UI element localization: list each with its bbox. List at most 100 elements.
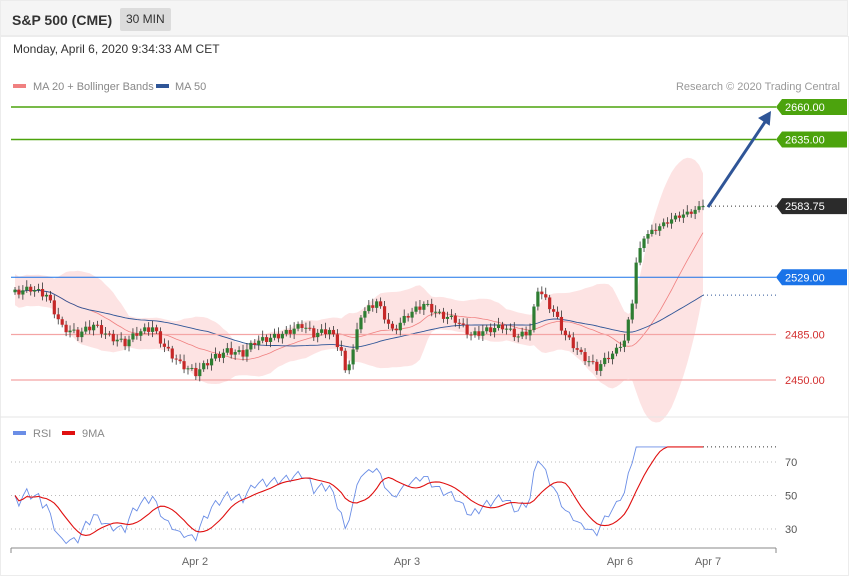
candle-down <box>166 346 170 349</box>
candle-down <box>371 305 375 308</box>
candle-up <box>642 238 646 249</box>
ma50-line <box>14 289 704 348</box>
candle-up <box>402 315 406 323</box>
candle-down <box>323 329 328 335</box>
candle-down <box>56 314 60 320</box>
ma20-legend-swatch <box>13 84 26 88</box>
candle-up <box>119 338 123 340</box>
candle-up <box>638 248 642 263</box>
candle-down <box>540 291 544 295</box>
candle-down <box>158 331 163 344</box>
candle-up <box>221 352 225 358</box>
candle-down <box>253 342 257 345</box>
candle-up <box>646 234 650 239</box>
candle-down <box>555 311 560 317</box>
candle-up <box>410 311 414 318</box>
candle-up <box>186 368 190 370</box>
candle-down <box>567 335 571 338</box>
x-tick-label: Apr 2 <box>182 556 208 568</box>
candle-up <box>36 289 41 290</box>
candle-up <box>622 340 626 347</box>
candles-layer <box>13 199 705 382</box>
candle-down <box>241 350 245 357</box>
candle-down <box>677 215 682 218</box>
candle-up <box>127 339 131 347</box>
candle-up <box>528 329 532 336</box>
candle-up <box>532 306 536 330</box>
interval-badge[interactable]: 30 MIN <box>120 8 171 31</box>
candle-up <box>516 336 520 338</box>
candle-down <box>390 323 395 329</box>
candle-up <box>284 329 288 334</box>
candle-down <box>265 337 269 342</box>
candle-down <box>174 358 178 360</box>
candle-up <box>681 214 685 218</box>
candle-up <box>434 311 438 313</box>
candle-down <box>312 328 316 338</box>
candle-up <box>280 333 284 339</box>
resistance-price-tag <box>776 99 847 115</box>
candle-up <box>316 332 320 338</box>
candle-down <box>40 289 45 297</box>
candle-down <box>335 334 339 348</box>
candle-up <box>493 328 497 333</box>
candle-up <box>685 211 689 215</box>
candle-up <box>80 331 84 338</box>
candle-up <box>599 364 603 371</box>
pivot-price-tag <box>776 269 847 286</box>
candle-down <box>162 343 166 347</box>
candle-down <box>575 348 579 350</box>
candle-down <box>29 286 33 292</box>
candle-up <box>422 303 426 310</box>
candle-up <box>426 303 430 305</box>
resistance-price-label: 2635.00 <box>785 135 825 147</box>
candle-up <box>520 331 524 337</box>
rsi-tick-label: 30 <box>785 524 797 536</box>
candle-down <box>339 347 343 351</box>
timestamp: Monday, April 6, 2020 9:34:33 AM CET <box>13 42 220 56</box>
candle-up <box>587 361 591 363</box>
candle-up <box>473 331 477 336</box>
level-lines-layer: 2660.00 2635.00 2583.75 2529.00 2485.00 2450.… <box>11 99 847 387</box>
candle-down <box>453 315 457 323</box>
candle-up <box>445 316 450 319</box>
candle-down <box>500 324 505 330</box>
candle-down <box>194 367 198 377</box>
x-tick-label: Apr 3 <box>394 556 420 568</box>
candle-up <box>658 226 662 231</box>
candle-down <box>107 333 111 335</box>
candle-down <box>178 359 182 362</box>
candle-down <box>689 211 693 214</box>
candle-up <box>304 327 308 329</box>
candle-up <box>103 333 108 335</box>
candle-up <box>92 324 96 331</box>
candle-up <box>614 347 619 354</box>
candle-up <box>634 262 638 304</box>
candle-up <box>131 333 135 340</box>
candle-up <box>292 328 296 334</box>
candle-down <box>343 350 347 371</box>
candle-down <box>524 331 528 336</box>
candle-down <box>441 311 446 319</box>
candle-up <box>662 222 666 227</box>
candle-up <box>603 357 607 365</box>
candle-up <box>68 330 72 333</box>
candle-up <box>363 311 367 318</box>
ma20-legend-label: MA 20 + Bollinger Bands <box>33 81 154 93</box>
chart-header: S&P 500 (CME) 30 MIN <box>0 0 848 36</box>
candle-up <box>367 305 371 312</box>
candle-up <box>375 301 379 308</box>
x-tick-label: Apr 7 <box>695 556 721 568</box>
candle-up <box>504 328 509 330</box>
candle-down <box>595 361 599 371</box>
candle-down <box>406 315 410 318</box>
support-price-label: 2485.00 <box>785 330 825 342</box>
candle-up <box>701 206 705 208</box>
candle-down <box>465 324 469 335</box>
candle-up <box>449 315 453 317</box>
candle-down <box>654 229 658 231</box>
candle-down <box>477 331 481 336</box>
candle-down <box>469 334 473 336</box>
candle-up <box>697 206 701 210</box>
